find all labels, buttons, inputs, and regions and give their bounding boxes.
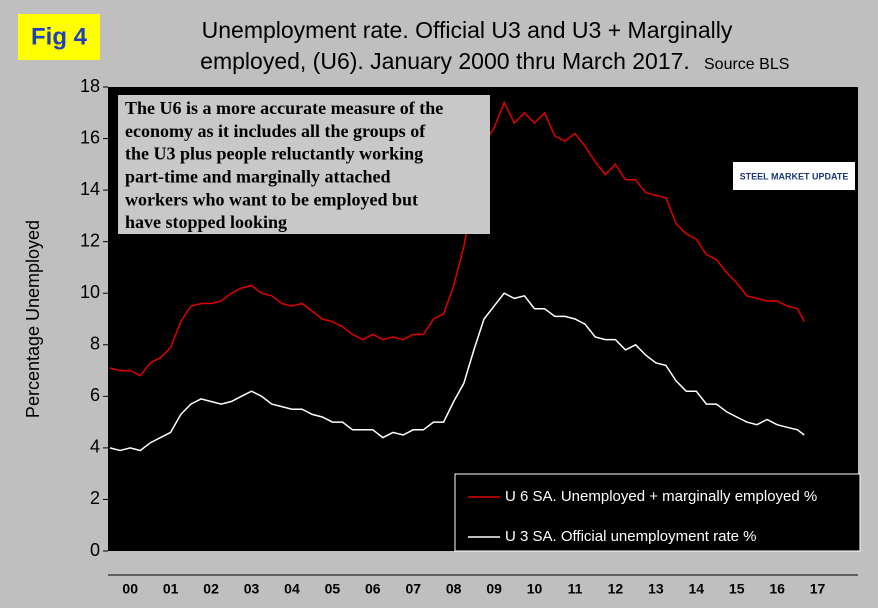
legend: U 6 SA. Unemployed + marginally employed… <box>468 488 817 545</box>
x-tick-label: 00 <box>122 581 138 597</box>
legend-label: U 3 SA. Official unemployment rate % <box>505 528 757 545</box>
x-tick-label: 10 <box>527 581 543 597</box>
fig-box <box>18 14 100 60</box>
logo-box <box>733 162 855 190</box>
y-tick-label: 18 <box>80 76 100 96</box>
chart-title: Unemployment rate. Official U3 and U3 + … <box>202 17 733 43</box>
x-tick-label: 14 <box>688 581 704 597</box>
annotation-line: the U3 plus people reluctantly working <box>125 144 423 164</box>
x-tick-label: 12 <box>608 581 624 597</box>
legend-box <box>454 473 861 552</box>
y-axis-label: Percentage Unemployed <box>23 220 43 418</box>
x-tick-label: 03 <box>244 581 260 597</box>
x-tick-label: 07 <box>405 581 421 597</box>
annotation-line: workers who want to be employed but <box>125 189 418 209</box>
x-tick-label: 02 <box>203 581 219 597</box>
x-tick-label: 16 <box>769 581 785 597</box>
y-tick-label: 14 <box>80 179 100 199</box>
legend-label: U 6 SA. Unemployed + marginally employed… <box>505 488 817 505</box>
annotation-line: The U6 is a more accurate measure of the <box>125 98 443 118</box>
x-tick-label: 17 <box>810 581 826 597</box>
x-tick-label: 01 <box>163 581 179 597</box>
y-tick-label: 16 <box>80 127 100 147</box>
x-tick-label: 09 <box>486 581 502 597</box>
x-tick-label: 15 <box>729 581 745 597</box>
x-tick-label: 04 <box>284 581 300 597</box>
logo: STEEL MARKET UPDATE <box>740 171 849 181</box>
source: Source BLS <box>704 56 789 73</box>
annotation: The U6 is a more accurate measure of the… <box>125 98 443 232</box>
annotation-box <box>118 95 490 234</box>
fig-label: Fig 4 <box>31 23 88 50</box>
y-tick-label: 2 <box>90 488 100 508</box>
x-tick-label: 05 <box>325 581 341 597</box>
x-tick-label: 08 <box>446 581 462 597</box>
y-tick-label: 4 <box>90 437 100 457</box>
chart-title: employed, (U6). January 2000 thru March … <box>200 48 690 74</box>
y-tick-label: 8 <box>90 334 100 354</box>
y-tick-label: 0 <box>90 540 100 560</box>
x-tick-label: 06 <box>365 581 381 597</box>
series-line <box>109 100 805 377</box>
annotation-line: economy as it includes all the groups of <box>125 121 426 141</box>
x-tick-label: 11 <box>568 581 583 597</box>
annotation-line: part-time and marginally attached <box>125 167 390 187</box>
plot <box>109 100 805 452</box>
x-tick-label: 13 <box>648 581 664 597</box>
y-tick-label: 6 <box>90 385 100 405</box>
y-tick-label: 12 <box>80 230 100 250</box>
annotation-line: have stopped looking <box>125 212 287 232</box>
series-line <box>109 292 805 452</box>
y-tick-label: 10 <box>80 282 100 302</box>
